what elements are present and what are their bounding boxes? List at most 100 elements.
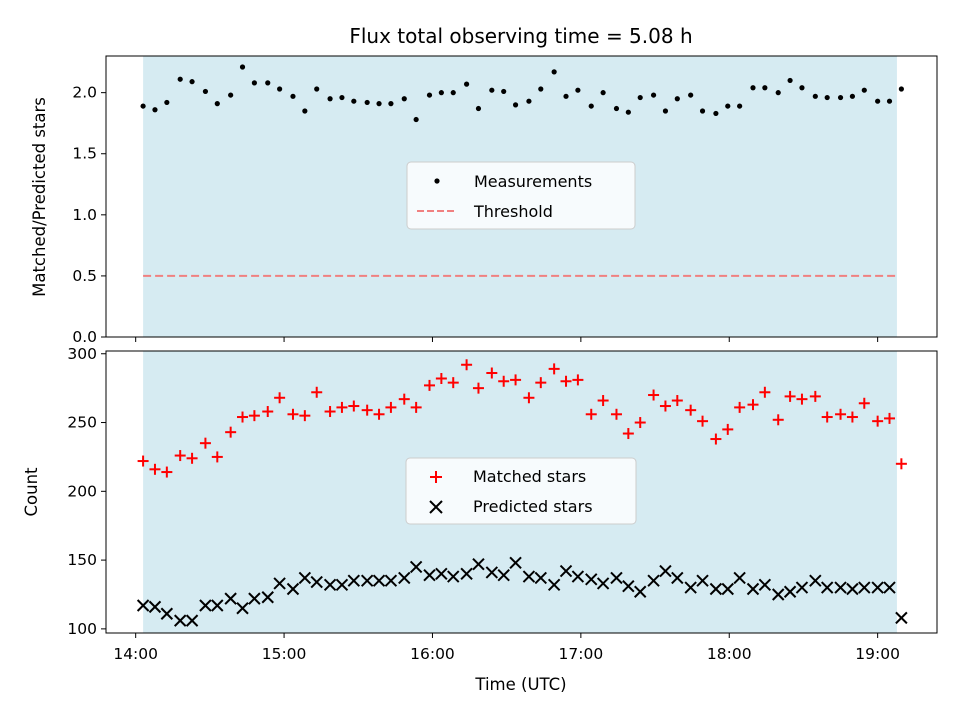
predicted-star-point bbox=[248, 592, 261, 605]
measurement-point bbox=[898, 86, 904, 92]
measurement-point bbox=[228, 92, 234, 98]
predicted-star-point bbox=[384, 574, 398, 587]
matched-star-point bbox=[237, 411, 249, 423]
measurement-point bbox=[526, 98, 532, 104]
matched-star-point bbox=[225, 426, 237, 438]
matched-star-point bbox=[734, 401, 746, 413]
legend-measurements-label: Measurements bbox=[474, 172, 592, 191]
measurement-point bbox=[837, 94, 844, 101]
matched-star-point bbox=[858, 397, 870, 409]
predicted-star-point bbox=[360, 574, 374, 587]
predicted-star-point bbox=[261, 591, 274, 604]
bottom-x-ticks: 14:00 15:00 16:00 17:00 18:00 19:00 bbox=[113, 633, 900, 663]
x-tick-label: 17:00 bbox=[559, 645, 604, 663]
predicted-star-point bbox=[783, 585, 797, 598]
predicted-star-point bbox=[273, 577, 286, 590]
matched-star-point bbox=[710, 433, 722, 445]
measurement-point bbox=[613, 105, 620, 112]
bottom-panel: 100 150 200 250 300 14:00 15:00 16:00 17:00 18:0… bbox=[22, 345, 938, 694]
predicted-star-point bbox=[472, 558, 485, 571]
measurement-point bbox=[512, 102, 519, 108]
measurement-point bbox=[861, 87, 867, 93]
measurement-point bbox=[202, 88, 209, 95]
measurement-point bbox=[688, 92, 694, 98]
measurement-point bbox=[140, 103, 146, 109]
measurement-point bbox=[563, 93, 569, 99]
matched-star-point bbox=[648, 389, 660, 401]
matched-star-point bbox=[895, 458, 907, 470]
predicted-star-point bbox=[409, 560, 423, 574]
matched-star-point bbox=[784, 390, 796, 402]
matched-star-point bbox=[385, 401, 397, 413]
predicted-star-point bbox=[485, 566, 499, 579]
matched-star-point bbox=[659, 400, 671, 412]
matched-star-point bbox=[671, 395, 683, 407]
matched-star-point bbox=[498, 375, 510, 387]
top-x-ticks bbox=[135, 337, 879, 342]
measurement-point bbox=[164, 99, 170, 106]
y-tick-label: 150 bbox=[67, 551, 97, 569]
y-tick-label: 300 bbox=[67, 345, 97, 363]
matched-star-point bbox=[486, 367, 498, 379]
measurement-point bbox=[674, 96, 680, 102]
matched-star-point bbox=[821, 411, 833, 423]
measurement-point bbox=[812, 93, 818, 99]
legend-measurements-marker bbox=[434, 178, 440, 184]
matched-star-point bbox=[447, 377, 459, 389]
x-tick-label: 14:00 bbox=[113, 645, 158, 663]
matched-star-point bbox=[622, 428, 634, 440]
predicted-star-point bbox=[846, 582, 859, 596]
y-tick-label: 200 bbox=[67, 482, 97, 500]
measurement-point bbox=[737, 103, 743, 109]
measurement-point bbox=[750, 85, 756, 91]
matched-star-point bbox=[299, 410, 311, 422]
predicted-star-point bbox=[795, 581, 809, 594]
predicted-star-point bbox=[834, 581, 847, 594]
measurement-point bbox=[290, 93, 296, 99]
matched-star-point bbox=[510, 374, 522, 386]
matched-star-point bbox=[161, 466, 173, 478]
measurement-point bbox=[799, 85, 805, 91]
measurement-point bbox=[538, 86, 544, 92]
matched-star-point bbox=[361, 404, 373, 416]
bottom-y-ticks: 100 150 200 250 300 bbox=[67, 345, 106, 638]
measurement-point bbox=[463, 81, 470, 87]
measurement-point bbox=[189, 79, 195, 85]
predicted-star-point bbox=[236, 602, 249, 615]
matched-star-point bbox=[809, 390, 821, 402]
measurement-point bbox=[787, 77, 793, 84]
predicted-star-point bbox=[772, 588, 785, 601]
measurement-point bbox=[239, 64, 246, 70]
measurement-points bbox=[140, 64, 904, 123]
predicted-star-point bbox=[185, 614, 199, 627]
y-tick-label: 100 bbox=[67, 620, 97, 638]
predicted-star-point bbox=[733, 571, 746, 585]
matched-star-point bbox=[348, 400, 360, 412]
matched-star-point bbox=[186, 452, 198, 464]
predicted-star-point bbox=[522, 570, 536, 583]
matched-star-point bbox=[548, 363, 560, 375]
legend-threshold-label: Threshold bbox=[473, 202, 553, 221]
predicted-star-point bbox=[211, 599, 224, 612]
measurement-point bbox=[713, 110, 719, 117]
predicted-star-point bbox=[173, 614, 187, 627]
predicted-star-point bbox=[622, 580, 635, 593]
legend-matched-label: Matched stars bbox=[473, 467, 586, 486]
legend-predicted-label: Predicted stars bbox=[473, 497, 593, 516]
measurement-point bbox=[575, 87, 581, 93]
predicted-star-point bbox=[721, 582, 734, 596]
predicted-star-point bbox=[647, 574, 660, 587]
matched-star-point bbox=[685, 404, 697, 416]
measurement-point bbox=[339, 94, 345, 101]
predicted-star-point bbox=[224, 592, 237, 605]
measurement-point bbox=[302, 108, 308, 114]
predicted-star-point bbox=[883, 581, 896, 594]
y-tick-label: 0.5 bbox=[72, 267, 97, 285]
x-axis-label: Time (UTC) bbox=[474, 675, 566, 694]
x-tick-label: 16:00 bbox=[410, 645, 455, 663]
predicted-star-point bbox=[398, 571, 411, 585]
matched-star-point bbox=[610, 408, 622, 420]
matched-star-point bbox=[461, 359, 473, 371]
measurement-point bbox=[699, 108, 706, 114]
predicted-star-point bbox=[160, 607, 174, 620]
